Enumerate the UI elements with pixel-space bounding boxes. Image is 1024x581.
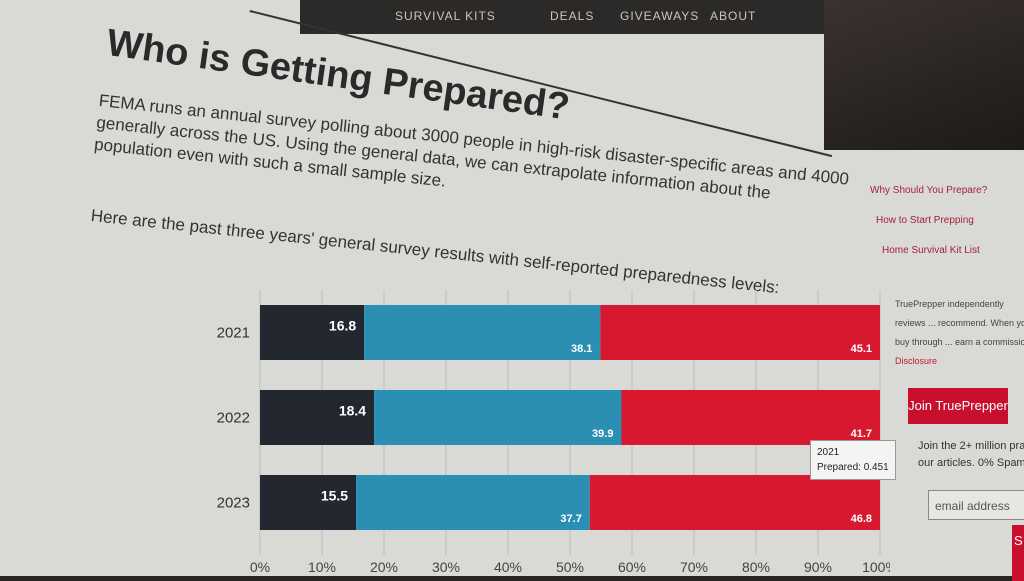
x-tick-label: 80% [742,559,770,575]
x-tick-label: 40% [494,559,522,575]
bar-segment [374,390,622,445]
y-category-label: 2023 [217,495,250,512]
bar-segment [260,305,365,360]
join-text: Join the 2+ million practi... our articl… [918,438,1024,472]
tooltip-value: Prepared: 0.451 [817,462,889,473]
bar-segment [356,475,590,530]
x-tick-label: 60% [618,559,646,575]
y-category-label: 2022 [217,410,250,427]
nav-about[interactable]: ABOUT [710,9,757,23]
bar-segment [621,390,880,445]
x-tick-label: 0% [250,559,270,575]
join-text-line: Join the 2+ million practi... [918,440,1024,452]
bar-segment [364,305,601,360]
x-tick-label: 70% [680,559,708,575]
bar-segment [260,390,375,445]
bar-data-label: 37.7 [560,513,581,525]
subscribe-button[interactable]: S [1012,525,1024,581]
x-tick-label: 10% [308,559,336,575]
bar-data-label: 41.7 [851,428,872,440]
bar-data-label: 15.5 [321,488,348,504]
x-tick-label: 50% [556,559,584,575]
bar-segment [600,305,880,360]
join-text-line: our articles. 0% Spam, 1... [918,457,1024,469]
chart-tooltip: 2021 Prepared: 0.451 [810,440,896,480]
bar-segment [260,475,357,530]
nav-deals[interactable]: DEALS [550,9,595,23]
x-tick-label: 30% [432,559,460,575]
sidebar-link-survival-kit-list[interactable]: Home Survival Kit List [882,245,980,256]
nav-giveaways[interactable]: GIVEAWAYS [620,9,700,23]
bar-data-label: 46.8 [851,513,872,525]
join-heading: Join TruePrepper [908,388,1008,424]
nav-survival-kits[interactable]: SURVIVAL KITS [395,9,496,23]
bar-data-label: 45.1 [851,343,872,355]
bar-data-label: 16.8 [329,318,356,334]
x-tick-label: 100% [862,559,890,575]
x-tick-label: 90% [804,559,832,575]
y-category-label: 2021 [217,325,250,342]
x-tick-label: 20% [370,559,398,575]
bar-segment [589,475,880,530]
sidebar-links: Why Should You Prepare? How to Start Pre… [870,185,1024,275]
disclosure-link[interactable]: Disclosure [895,356,938,366]
disclosure-text: TruePrepper independently reviews ... re… [895,299,1024,347]
email-input[interactable]: email address [928,490,1024,520]
stacked-bar-chart: 0% 10% 20% 30% 40% 50% 60% 70% 80% 90% 100% 2021 16.… [217,290,890,575]
bar-data-label: 18.4 [339,403,366,419]
bar-data-label: 38.1 [571,343,592,355]
sidebar-link-why-prepare[interactable]: Why Should You Prepare? [870,185,988,196]
disclosure: TruePrepper independently reviews ... re… [895,295,1024,371]
tooltip-year: 2021 [817,447,840,458]
background-dark [824,0,1024,150]
bar-data-label: 39.9 [592,428,613,440]
sidebar-link-start-prepping[interactable]: How to Start Prepping [876,215,974,226]
